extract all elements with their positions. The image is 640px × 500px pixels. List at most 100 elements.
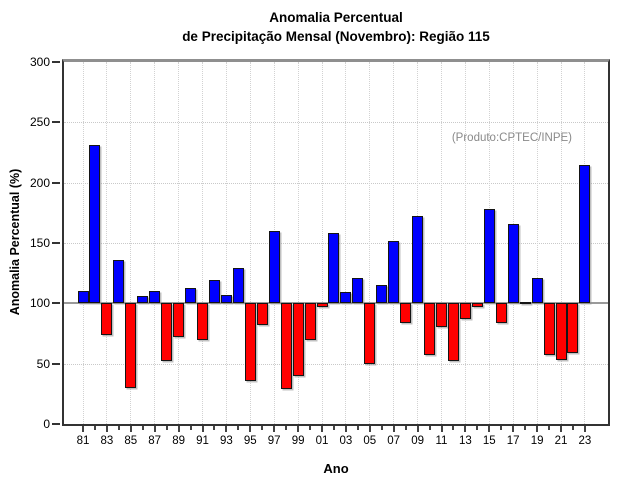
- chart-title-line2: de Precipitação Mensal (Novembro): Regiã…: [182, 29, 490, 44]
- y-tick-label-150: 150: [29, 236, 50, 250]
- bar-2019: [531, 277, 543, 304]
- y-tick-150: [52, 242, 60, 244]
- bar-2000: [304, 303, 316, 340]
- x-tick-2006: [380, 426, 383, 430]
- bar-1985: [125, 303, 137, 388]
- x-tick-2011: [440, 426, 443, 432]
- x-tick-1987: [153, 426, 156, 432]
- x-tick-1990: [189, 426, 192, 430]
- x-tick-1988: [165, 426, 168, 430]
- bar-2004: [352, 277, 364, 304]
- bar-2013: [459, 303, 471, 319]
- x-tick-label-2011: 11: [435, 435, 448, 447]
- y-tick-label-50: 50: [36, 356, 50, 371]
- bar-2008: [400, 303, 412, 323]
- bar-2016: [495, 303, 507, 323]
- x-tick-2010: [428, 426, 431, 430]
- vertical-gridline-2003: [345, 62, 347, 424]
- bar-1989: [173, 303, 185, 338]
- vertical-gridline-1985: [130, 62, 132, 424]
- y-tick-label-300: 300: [29, 55, 50, 69]
- bar-1983: [101, 303, 113, 335]
- horizontal-gridline-200: [64, 182, 608, 184]
- x-tick-2019: [536, 426, 539, 432]
- vertical-gridline-1991: [202, 62, 203, 424]
- x-tick-label-2009: 09: [411, 435, 424, 447]
- x-tick-1997: [273, 426, 276, 432]
- vertical-gridline-1993: [225, 62, 227, 424]
- source-annotation: (Produto:CPTEC/INPE): [451, 132, 572, 144]
- bar-1982: [89, 145, 101, 304]
- vertical-gridline-1987: [154, 62, 156, 424]
- y-tick-50: [52, 362, 60, 365]
- bar-2015: [483, 209, 495, 304]
- bar-1991: [197, 303, 208, 340]
- vertical-gridline-2019: [536, 62, 538, 424]
- bar-1990: [185, 287, 197, 304]
- x-tick-1984: [117, 426, 120, 430]
- bar-2007: [388, 240, 400, 304]
- x-tick-label-2013: 13: [458, 435, 472, 447]
- y-tick-250: [52, 121, 60, 124]
- vertical-gridline-1983: [106, 62, 108, 424]
- bar-1997: [268, 230, 280, 304]
- bar-1999: [292, 303, 304, 376]
- x-tick-label-1985: 85: [124, 435, 138, 447]
- plot-inner: [64, 62, 608, 424]
- x-tick-2000: [309, 426, 312, 430]
- x-tick-label-2001: 01: [315, 435, 329, 447]
- vertical-gridline-1981: [82, 62, 84, 424]
- horizontal-gridline-50: [64, 363, 608, 365]
- bar-2022: [567, 303, 579, 353]
- x-tick-label-1987: 87: [148, 435, 162, 447]
- x-tick-1998: [285, 426, 288, 430]
- x-tick-2020: [548, 426, 551, 430]
- x-tick-2003: [344, 426, 347, 432]
- bar-1992: [208, 280, 220, 304]
- x-tick-2013: [464, 426, 467, 432]
- bar-2018: [519, 302, 531, 305]
- x-tick-label-1983: 83: [100, 435, 114, 447]
- x-tick-2021: [560, 426, 562, 432]
- bar-2017: [507, 223, 519, 304]
- horizontal-gridline-250: [64, 122, 608, 124]
- y-tick-label-200: 200: [29, 175, 50, 190]
- bar-2006: [376, 285, 388, 304]
- bar-2020: [543, 303, 555, 356]
- bar-1984: [113, 259, 125, 304]
- x-axis-title: Ano: [323, 461, 349, 476]
- x-tick-2007: [392, 426, 395, 432]
- x-tick-label-2003: 03: [339, 435, 353, 447]
- vertical-gridline-1999: [297, 62, 299, 424]
- y-tick-label-250: 250: [29, 115, 50, 130]
- bar-2012: [447, 303, 459, 362]
- vertical-gridline-2011: [441, 62, 442, 424]
- x-tick-label-2017: 17: [506, 435, 520, 447]
- vertical-gridline-1995: [249, 62, 251, 424]
- x-tick-label-1999: 99: [291, 435, 305, 447]
- x-tick-label-2015: 15: [482, 435, 496, 447]
- bar-1998: [280, 303, 292, 389]
- vertical-gridline-2021: [560, 62, 562, 424]
- x-tick-2022: [571, 426, 574, 430]
- bar-1981: [77, 291, 89, 304]
- x-tick-2002: [332, 426, 335, 430]
- bar-1986: [137, 296, 149, 304]
- bar-2005: [364, 303, 376, 364]
- chart-title: Anomalia Percentual de Precipitação Mens…: [62, 8, 610, 46]
- x-tick-1982: [93, 426, 96, 430]
- y-tick-200: [52, 181, 60, 184]
- bar-1994: [232, 268, 244, 304]
- reference-line-100: [64, 302, 608, 305]
- x-tick-2004: [356, 426, 359, 430]
- bar-2023: [579, 164, 591, 304]
- x-tick-2009: [416, 426, 419, 432]
- x-tick-2015: [488, 426, 491, 432]
- x-tick-1994: [237, 426, 240, 430]
- x-tick-1993: [225, 426, 228, 432]
- bar-1996: [256, 303, 268, 326]
- bar-2010: [424, 303, 436, 356]
- x-tick-2012: [452, 426, 455, 430]
- vertical-gridline-2001: [321, 62, 323, 424]
- y-tick-100: [52, 302, 60, 305]
